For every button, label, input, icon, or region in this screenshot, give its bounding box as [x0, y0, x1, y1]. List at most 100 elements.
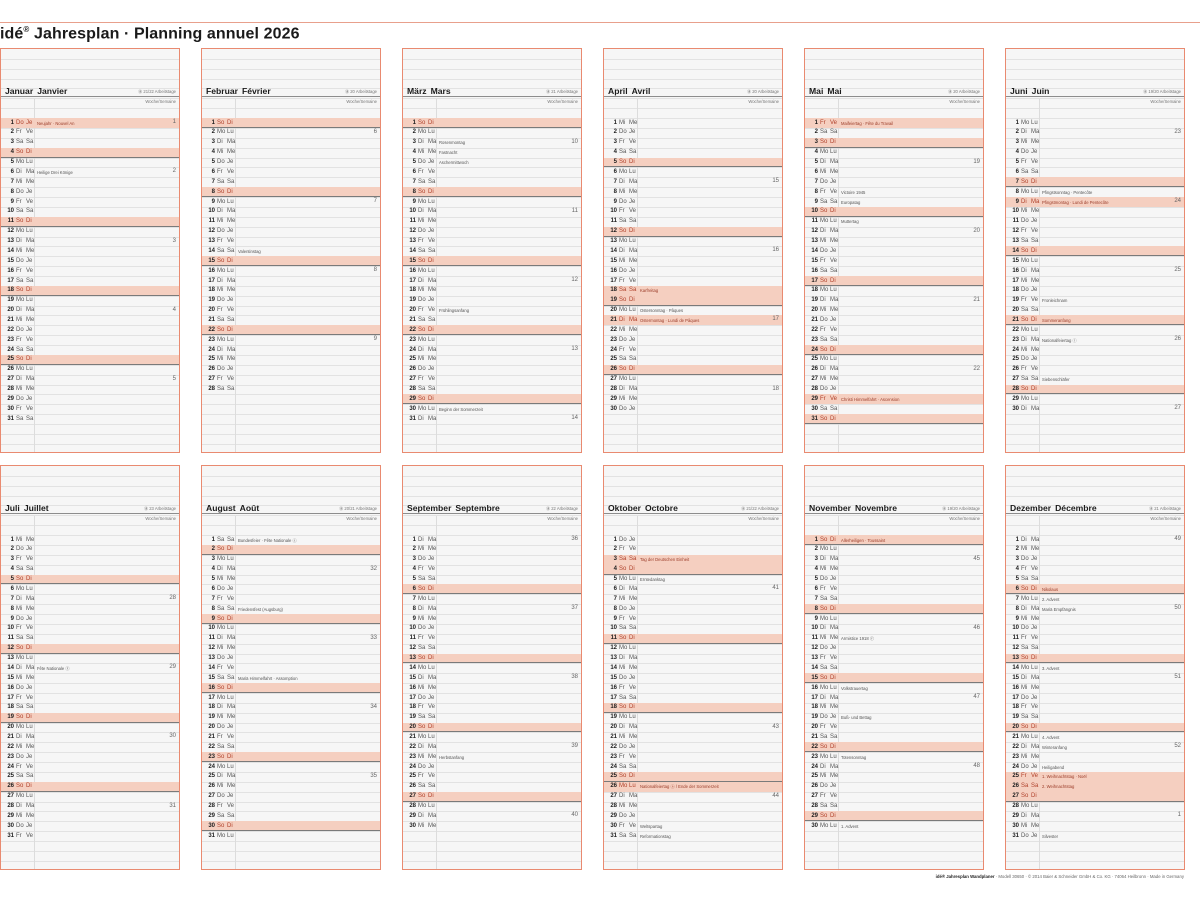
day-row[interactable]: 8 Di Ma 37: [403, 604, 581, 614]
day-row[interactable]: 17 Mo Lu: [202, 693, 380, 703]
day-row[interactable]: 20 Fr Ve: [202, 306, 380, 316]
day-row[interactable]: 22 Do Je: [1, 325, 179, 335]
day-row[interactable]: 6 Mo Lu: [1, 584, 179, 594]
day-row[interactable]: 13 Mi Me: [805, 237, 983, 247]
day-row[interactable]: 28 Do Je: [805, 385, 983, 395]
day-row[interactable]: 25 Mo Lu: [805, 355, 983, 365]
day-row[interactable]: 25 Mi Me: [805, 772, 983, 782]
day-row[interactable]: 31 Di Ma 14: [403, 414, 581, 424]
day-row[interactable]: 12 Di Ma 20: [805, 227, 983, 237]
day-row[interactable]: 28 Mo Lu: [1006, 802, 1184, 812]
day-row[interactable]: 11 Mi Me: [403, 217, 581, 227]
day-row[interactable]: 3 Mo Lu: [202, 555, 380, 565]
day-row[interactable]: 11 Sa Sa: [604, 217, 782, 227]
day-row[interactable]: 2 Mi Me: [403, 545, 581, 555]
day-row[interactable]: 6 Fr Ve: [403, 167, 581, 177]
day-row[interactable]: 1 So Di Allerheiligen · Toussaint: [805, 535, 983, 545]
day-row[interactable]: 5 Fr Ve: [1006, 158, 1184, 168]
day-row[interactable]: 26 Do Je: [202, 365, 380, 375]
day-row[interactable]: 28 Mi Me: [1, 385, 179, 395]
day-row[interactable]: 11 So Di: [604, 633, 782, 644]
day-row[interactable]: 15 So Di: [805, 673, 983, 684]
day-row[interactable]: 15 So Di: [202, 256, 380, 267]
day-row[interactable]: 16 Fr Ve: [1, 266, 179, 276]
day-row[interactable]: 30 Mi Me: [403, 821, 581, 831]
day-row[interactable]: 7 Mi Me: [604, 594, 782, 604]
day-row[interactable]: 5 Di Ma 19: [805, 158, 983, 168]
day-row[interactable]: 13 Do Je: [202, 654, 380, 664]
day-row[interactable]: 5 So Di: [604, 157, 782, 168]
day-row[interactable]: 13 Sa Sa: [1006, 237, 1184, 247]
day-row[interactable]: 26 Do Je: [403, 365, 581, 375]
day-row[interactable]: 15 Do Je: [1, 256, 179, 266]
day-row[interactable]: 6 Di Ma 41: [604, 584, 782, 594]
day-row[interactable]: 1 Mo Lu: [1006, 118, 1184, 128]
day-row[interactable]: 9 Sa Sa Europatag: [805, 197, 983, 207]
day-row[interactable]: 8 Mi Me: [604, 187, 782, 197]
day-row[interactable]: 21 Di Ma 30: [1, 732, 179, 742]
day-row[interactable]: 15 So Di: [403, 256, 581, 267]
day-row[interactable]: 29 Mi Me: [604, 394, 782, 404]
day-row[interactable]: 13 Mo Lu: [1, 654, 179, 664]
day-row[interactable]: 25 Di Ma 35: [202, 772, 380, 782]
day-row[interactable]: 12 Sa Sa: [403, 644, 581, 654]
day-row[interactable]: 19 Mo Lu: [604, 713, 782, 723]
day-row[interactable]: 25 Fr Ve 1. Weihnachtstag · Noël: [1006, 771, 1184, 782]
day-row[interactable]: 14 Sa Sa: [805, 663, 983, 673]
day-row[interactable]: 21 Do Je: [805, 315, 983, 325]
day-row[interactable]: 15 Fr Ve: [805, 256, 983, 266]
day-row[interactable]: 4 Mo Lu: [805, 148, 983, 158]
day-row[interactable]: 12 Mo Lu: [1, 227, 179, 237]
day-row[interactable]: 21 Mi Me: [604, 732, 782, 742]
day-row[interactable]: 6 Fr Ve: [805, 584, 983, 594]
day-row[interactable]: 18 Mi Me: [805, 703, 983, 713]
day-row[interactable]: 6 Mo Lu: [604, 167, 782, 177]
day-row[interactable]: 22 Mo Lu: [1006, 325, 1184, 335]
day-row[interactable]: 29 Sa Sa: [202, 811, 380, 821]
day-row[interactable]: 2 So Di: [202, 544, 380, 555]
day-row[interactable]: 10 Do Je: [1006, 624, 1184, 634]
day-row[interactable]: 16 Mo Lu 8: [202, 266, 380, 276]
day-row[interactable]: 24 Di Ma 48: [805, 762, 983, 772]
day-row[interactable]: 25 Fr Ve: [403, 772, 581, 782]
day-row[interactable]: 21 Di Ma Ostermontag · Lundi de Pâques 17: [604, 315, 782, 326]
day-row[interactable]: 19 Do Je: [403, 296, 581, 306]
day-row[interactable]: 1 Do Je Neujahr · Nouvel An 1: [1, 118, 179, 128]
day-row[interactable]: 4 Do Je: [1006, 148, 1184, 158]
day-row[interactable]: 9 Do Je: [1, 614, 179, 624]
day-row[interactable]: 1 Sa Sa Bundesfeier · Fête Nationale ⓒ: [202, 535, 380, 545]
day-row[interactable]: 18 Do Je: [1006, 286, 1184, 296]
day-row[interactable]: 8 Sa Sa Friedensfest (Augsburg): [202, 604, 380, 614]
day-row[interactable]: 19 Sa Sa: [1006, 713, 1184, 723]
day-row[interactable]: 17 Mi Me: [1006, 276, 1184, 286]
day-row[interactable]: 7 Sa Sa: [403, 177, 581, 187]
day-row[interactable]: 11 Fr Ve: [1006, 634, 1184, 644]
day-row[interactable]: 2 Mo Lu: [805, 545, 983, 555]
day-row[interactable]: 2 Sa Sa: [805, 128, 983, 138]
day-row[interactable]: 20 Di Ma 4: [1, 306, 179, 316]
day-row[interactable]: 7 So Di: [1006, 177, 1184, 188]
day-row[interactable]: 28 Sa Sa: [202, 385, 380, 395]
day-row[interactable]: 9 Do Je: [604, 197, 782, 207]
day-row[interactable]: 29 Mo Lu: [1006, 394, 1184, 404]
day-row[interactable]: 23 Sa Sa: [805, 335, 983, 345]
day-row[interactable]: 9 Mo Lu: [805, 614, 983, 624]
day-row[interactable]: 29 Do Je: [1, 394, 179, 404]
day-row[interactable]: 28 Mi Me: [604, 802, 782, 812]
day-row[interactable]: 26 Do Je: [805, 782, 983, 792]
day-row[interactable]: 10 Di Ma 46: [805, 624, 983, 634]
day-row[interactable]: 26 Sa Sa: [403, 782, 581, 792]
day-row[interactable]: 8 So Di: [202, 187, 380, 198]
day-row[interactable]: 27 Mi Me: [805, 375, 983, 385]
day-row[interactable]: 16 Mi Me: [1006, 683, 1184, 693]
day-row[interactable]: 31 Fr Ve: [1, 831, 179, 841]
day-row[interactable]: 6 Di Ma Heilige Drei Könige 2: [1, 167, 179, 177]
day-row[interactable]: 27 Fr Ve: [805, 792, 983, 802]
day-row[interactable]: 16 Mo Lu: [403, 266, 581, 276]
day-row[interactable]: 18 Fr Ve: [403, 703, 581, 713]
day-row[interactable]: 14 Mo Lu 3. Advent: [1006, 663, 1184, 673]
day-row[interactable]: 24 Fr Ve: [604, 345, 782, 355]
day-row[interactable]: 17 Di Ma 47: [805, 693, 983, 703]
day-row[interactable]: 20 Fr Ve Frühlingsanfang: [403, 306, 581, 316]
day-row[interactable]: 30 Mo Lu Beginn der Sommerzeit: [403, 404, 581, 414]
